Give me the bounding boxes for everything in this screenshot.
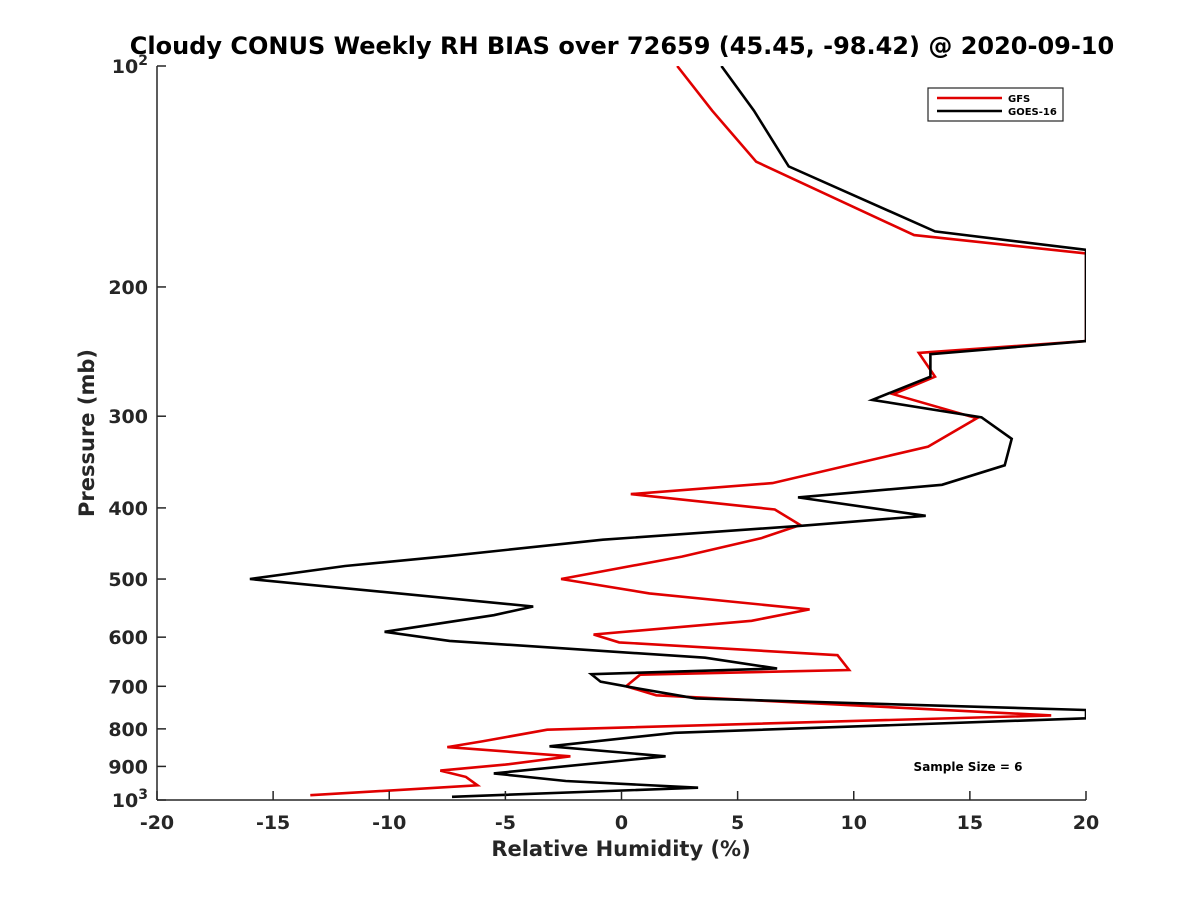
y-tick-exponent: 3 bbox=[138, 787, 148, 803]
x-tick-label: 10 bbox=[841, 812, 867, 834]
y-tick-label: 200 bbox=[108, 277, 148, 299]
y-tick-label: 800 bbox=[108, 719, 148, 741]
series-layer bbox=[249, 66, 1086, 799]
y-tick-label: 600 bbox=[108, 627, 148, 649]
chart-title: Cloudy CONUS Weekly RH BIAS over 72659 (… bbox=[130, 32, 1114, 60]
y-tick-label: 700 bbox=[108, 676, 148, 698]
x-tick-label: -15 bbox=[256, 812, 290, 834]
series-line-gfs bbox=[310, 66, 1086, 797]
legend-label-goes-16: GOES-16 bbox=[1008, 107, 1057, 118]
x-tick-label: 0 bbox=[615, 812, 628, 834]
legend: GFS GOES-16 bbox=[927, 87, 1064, 122]
series-line-goes-16 bbox=[249, 66, 1086, 799]
x-tick-label: -10 bbox=[372, 812, 406, 834]
y-axis-label: Pressure (mb) bbox=[75, 349, 99, 517]
x-tick-label: 20 bbox=[1073, 812, 1099, 834]
x-axis-label: Relative Humidity (%) bbox=[491, 837, 750, 861]
legend-box bbox=[927, 87, 1064, 122]
y-tick-label: 900 bbox=[108, 756, 148, 778]
x-tick-label: 5 bbox=[731, 812, 744, 834]
x-tick-label: -20 bbox=[140, 812, 174, 834]
y-tick-label: 300 bbox=[108, 406, 148, 428]
legend-label-gfs: GFS bbox=[1008, 94, 1030, 105]
y-tick-exponent: 2 bbox=[138, 53, 148, 69]
x-tick-label: 15 bbox=[957, 812, 983, 834]
x-tick-label: -5 bbox=[495, 812, 516, 834]
axes-layer: -20 -15 -10 -5 0 5 10 15 20102200300400500600700… bbox=[108, 53, 1099, 834]
y-tick-label: 400 bbox=[108, 498, 148, 520]
sample-size-annotation: Sample Size = 6 bbox=[914, 760, 1023, 774]
y-tick-label: 500 bbox=[108, 569, 148, 591]
